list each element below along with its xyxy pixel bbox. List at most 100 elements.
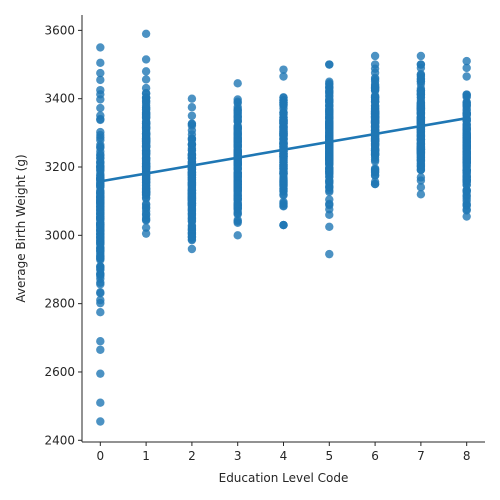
y-axis-label: Average Birth Weight (g)	[14, 154, 28, 302]
data-point	[370, 91, 380, 100]
data-point	[462, 194, 471, 203]
data-point	[462, 131, 471, 140]
data-point	[279, 128, 288, 137]
axes: 0 1 2 3 4 5 6 7 8 2400 2600 2800 3000 3200 3400 3600	[44, 15, 485, 463]
data-point	[187, 173, 197, 182]
data-point	[279, 93, 288, 102]
data-point	[96, 68, 105, 78]
data-point	[96, 278, 105, 287]
data-point	[416, 135, 426, 144]
data-point	[370, 60, 380, 69]
data-point	[462, 91, 471, 101]
data-point	[462, 158, 471, 167]
data-point	[279, 98, 288, 108]
data-point	[96, 271, 105, 281]
x-tick-label: 8	[463, 449, 471, 463]
data-point	[325, 144, 334, 153]
data-point	[96, 95, 105, 104]
x-tick-label: 0	[96, 449, 104, 463]
x-tick-label: 6	[371, 449, 379, 463]
data-point	[416, 165, 426, 175]
data-point	[370, 97, 380, 106]
data-point	[325, 222, 334, 231]
data-point	[96, 103, 105, 113]
data-point	[187, 121, 197, 130]
x-tick-label: 2	[188, 449, 196, 463]
data-point	[370, 113, 380, 122]
data-point	[462, 185, 471, 195]
data-point	[187, 179, 197, 188]
data-point	[370, 179, 380, 189]
data-point	[279, 176, 288, 186]
data-point	[233, 215, 242, 225]
data-point	[187, 233, 197, 242]
regression-line-group	[100, 116, 467, 183]
data-point	[141, 103, 151, 112]
data-point	[187, 167, 197, 176]
data-point	[416, 183, 426, 192]
data-point	[279, 191, 288, 200]
data-point	[141, 223, 151, 232]
data-point	[141, 162, 151, 172]
data-point	[187, 111, 197, 120]
y-tick-label: 2800	[44, 297, 75, 311]
data-point	[370, 106, 380, 116]
data-point	[233, 128, 242, 137]
data-point	[325, 176, 334, 185]
data-point	[325, 120, 334, 130]
y-tick-label: 3600	[44, 23, 75, 37]
data-point	[279, 65, 288, 74]
data-point	[96, 252, 105, 261]
data-point	[96, 85, 105, 95]
data-point	[462, 169, 471, 179]
data-point	[325, 199, 334, 209]
data-point	[279, 169, 288, 178]
data-point	[96, 219, 105, 229]
data-point	[141, 129, 151, 138]
data-point	[96, 417, 105, 426]
data-point	[141, 213, 151, 223]
data-point	[96, 369, 105, 378]
data-point	[370, 165, 380, 175]
data-point	[187, 244, 197, 254]
data-point	[416, 142, 426, 151]
data-point	[325, 249, 334, 259]
data-point	[187, 209, 197, 219]
data-point	[233, 168, 242, 178]
data-point	[279, 199, 288, 208]
y-tick-label: 2600	[44, 365, 75, 379]
data-point	[416, 190, 426, 199]
data-point	[416, 173, 426, 182]
data-point	[325, 167, 334, 177]
data-point	[141, 67, 151, 76]
data-point	[141, 229, 151, 238]
data-points	[96, 29, 471, 426]
data-point	[233, 199, 242, 209]
data-point	[96, 246, 105, 255]
data-point	[96, 188, 105, 197]
data-point	[187, 154, 197, 163]
y-tick-label: 3200	[44, 160, 75, 174]
y-tick-label: 3000	[44, 228, 75, 242]
data-point	[96, 58, 105, 68]
data-point	[233, 106, 242, 115]
data-point	[462, 176, 471, 185]
data-point	[141, 123, 151, 132]
data-point	[279, 72, 288, 81]
data-point	[279, 109, 288, 118]
data-point	[233, 207, 242, 216]
data-point	[96, 233, 105, 242]
data-point	[325, 128, 334, 137]
x-tick-label: 1	[142, 449, 150, 463]
data-point	[370, 119, 380, 128]
data-point	[96, 165, 105, 175]
data-point	[416, 72, 426, 81]
data-point	[416, 90, 426, 100]
data-point	[96, 287, 105, 297]
data-point	[462, 206, 471, 215]
data-point	[96, 202, 105, 211]
data-point	[187, 185, 197, 194]
data-point	[96, 295, 105, 305]
data-point	[279, 149, 288, 158]
